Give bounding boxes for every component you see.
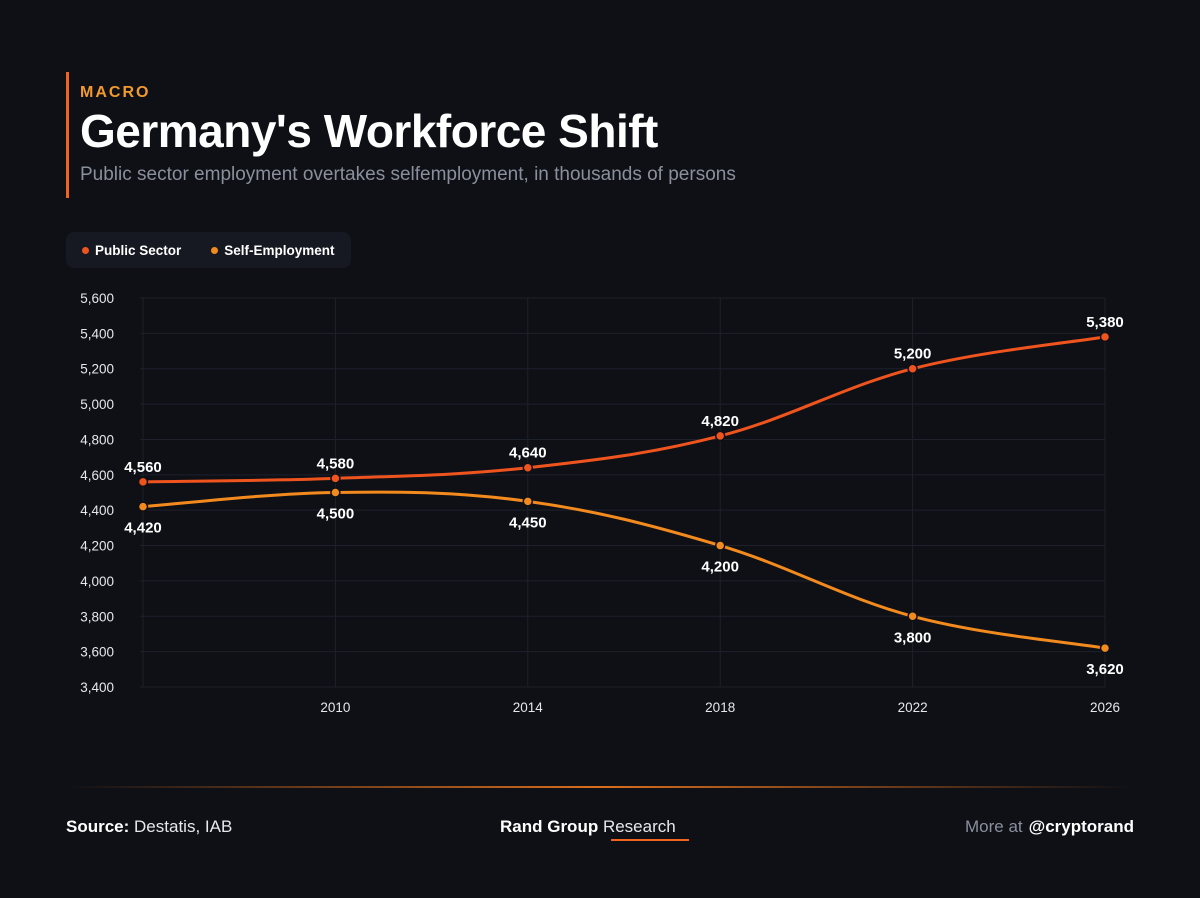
footer-source: Source: Destatis, IAB: [66, 817, 232, 837]
footer-divider: [66, 786, 1134, 788]
chart-legend: Public Sector Self-Employment: [66, 232, 351, 268]
y-tick-label: 4,000: [80, 574, 114, 589]
page-subtitle: Public sector employment overtakes selfe…: [80, 164, 736, 185]
y-tick-label: 5,600: [80, 291, 114, 306]
data-label-public-sector: 4,640: [509, 445, 547, 462]
data-point-self-employment: [1099, 642, 1111, 654]
x-tick-label: 2018: [705, 700, 735, 715]
data-label-public-sector: 4,560: [124, 459, 162, 476]
y-tick-label: 4,800: [80, 432, 114, 447]
y-tick-label: 5,400: [80, 326, 114, 341]
line-chart: 3,400 3,600 3,800 4,000 4,200 4,400 4,600 4,800…: [80, 291, 1124, 715]
legend-label-public-sector: Public Sector: [95, 242, 182, 258]
legend-dot-public-sector: [82, 246, 89, 254]
y-tick-label: 5,200: [80, 362, 114, 377]
y-tick-label: 3,600: [80, 645, 114, 660]
section-kicker: MACRO: [80, 84, 151, 101]
data-point-public-sector: [1099, 331, 1111, 343]
data-label-self-employment: 4,450: [509, 514, 547, 531]
y-tick-label: 3,800: [80, 609, 114, 624]
page-title: Germany's Workforce Shift: [80, 105, 658, 157]
footer-brand: Rand Group Research: [500, 817, 676, 837]
data-point-self-employment: [330, 487, 341, 498]
footer-more: More at @cryptorand: [965, 817, 1134, 837]
y-tick-label: 4,200: [80, 539, 114, 554]
brand-name: Rand Group: [500, 817, 599, 836]
social-handle[interactable]: @cryptorand: [1028, 817, 1134, 836]
data-label-self-employment: 4,420: [124, 520, 162, 537]
data-label-self-employment: 4,500: [317, 506, 355, 523]
brand-underline: [611, 839, 689, 841]
legend-dot-self-employment: [211, 246, 219, 254]
data-point-public-sector: [714, 430, 726, 442]
y-tick-label: 4,600: [80, 468, 114, 483]
legend-item-public-sector: Public Sector: [82, 243, 181, 258]
brand-suffix: Research: [602, 817, 676, 836]
more-label: More at: [964, 817, 1023, 836]
data-label-self-employment: 4,200: [701, 559, 739, 576]
x-tick-label: 2010: [320, 700, 350, 715]
source-text: Destatis, IAB: [134, 817, 233, 836]
data-point-public-sector: [907, 363, 918, 374]
data-label-public-sector: 5,380: [1086, 314, 1124, 331]
series-line-self-employment: [141, 490, 1107, 650]
data-point-self-employment: [137, 501, 149, 512]
data-point-public-sector: [330, 473, 341, 484]
data-point-self-employment: [907, 611, 918, 622]
y-tick-label: 4,400: [80, 503, 114, 518]
legend-item-self-employment: Self-Employment: [211, 242, 335, 258]
x-tick-label: 2026: [1090, 700, 1120, 715]
data-label-self-employment: 3,800: [894, 629, 932, 646]
data-point-public-sector: [522, 462, 534, 473]
source-label: Source:: [66, 817, 130, 836]
data-point-self-employment: [714, 540, 726, 551]
y-tick-label: 5,000: [80, 397, 114, 412]
y-tick-label: 3,400: [80, 680, 114, 695]
data-label-self-employment: 3,620: [1086, 661, 1124, 678]
data-label-public-sector: 5,200: [894, 346, 932, 363]
x-tick-label: 2014: [513, 700, 544, 715]
x-tick-label: 2022: [898, 700, 928, 715]
data-label-public-sector: 4,580: [317, 455, 355, 472]
data-label-public-sector: 4,820: [701, 413, 739, 430]
accent-bar: [66, 72, 69, 198]
legend-label-self-employment: Self-Employment: [224, 242, 335, 258]
data-point-self-employment: [522, 496, 534, 507]
series-line-public-sector: [141, 335, 1107, 484]
data-point-public-sector: [137, 476, 149, 488]
